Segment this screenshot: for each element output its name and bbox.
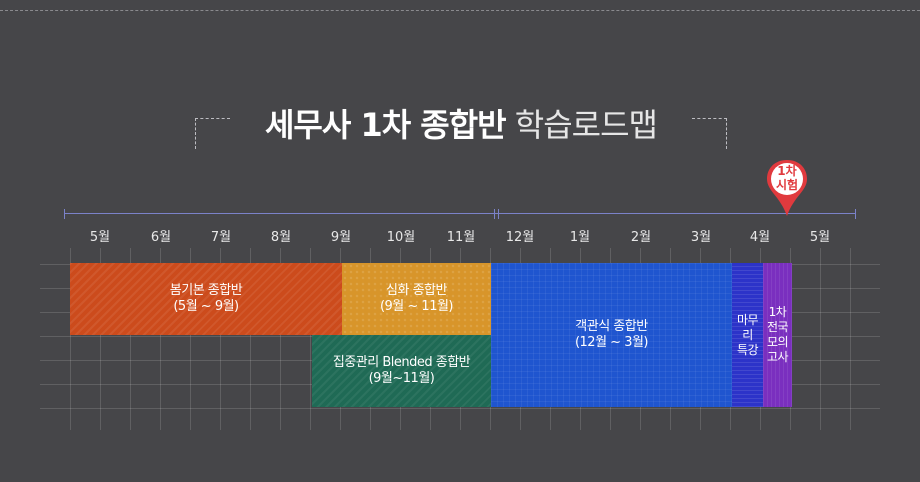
grid-line xyxy=(40,408,880,409)
course-mock-exam: 1차 전국 모의 고사 xyxy=(763,263,792,407)
month-label: 5월 xyxy=(809,230,831,245)
month-label: 1월 xyxy=(569,230,591,245)
course-objective-label: 객관식 종합반 (12월 ~ 3월) xyxy=(574,319,649,350)
title-light: 학습로드맵 xyxy=(514,106,658,144)
page-title: 세무사 1차 종합반 학습로드맵 xyxy=(195,100,727,146)
title-bracket-right xyxy=(692,118,727,149)
timeline-cap-end xyxy=(855,209,856,219)
course-basic-label: 봄기본 종합반 (5월 ~ 9월) xyxy=(169,283,243,314)
grid-line xyxy=(160,248,161,430)
month-label: 7월 xyxy=(210,230,232,245)
course-advanced-label: 심화 종합반 (9월 ~ 11월) xyxy=(379,283,454,314)
timeline-cap-mid2 xyxy=(498,209,499,219)
month-label: 8월 xyxy=(270,230,292,245)
month-label: 5월 xyxy=(89,230,111,245)
location-pin-icon xyxy=(767,160,807,216)
course-blended-label: 집중관리 Blended 종합반 (9월~11월) xyxy=(332,355,471,386)
month-label: 11월 xyxy=(446,230,476,245)
month-axis: 5월 6월 7월 8월 9월 10월 11월 12월 1월 2월 3월 4월 5… xyxy=(0,226,920,246)
month-label: 9월 xyxy=(330,230,352,245)
exam-marker-label: 1차 시험 xyxy=(775,164,799,192)
title-bracket-left xyxy=(195,118,230,149)
grid-line xyxy=(100,248,101,430)
timeline-line xyxy=(64,213,856,214)
timeline-bar xyxy=(64,209,856,219)
grid-line xyxy=(820,248,821,430)
month-label: 3월 xyxy=(690,230,712,245)
grid-line xyxy=(70,248,71,430)
month-label: 2월 xyxy=(630,230,652,245)
month-label: 6월 xyxy=(150,230,172,245)
course-mock-exam-label: 1차 전국 모의 고사 xyxy=(766,305,789,364)
grid-line xyxy=(220,248,221,430)
month-label: 4월 xyxy=(749,230,771,245)
course-blended: 집중관리 Blended 종합반 (9월~11월) xyxy=(312,335,491,407)
grid-line xyxy=(850,248,851,430)
top-dashed-divider xyxy=(0,10,920,11)
title-area: 세무사 1차 종합반 학습로드맵 xyxy=(195,96,727,154)
exam-marker: 1차 시험 xyxy=(764,158,810,220)
grid-line xyxy=(190,248,191,430)
grid-line xyxy=(250,248,251,430)
course-objective: 객관식 종합반 (12월 ~ 3월) xyxy=(491,263,732,407)
grid-line xyxy=(280,248,281,430)
course-final-label: 마무리 특강 xyxy=(736,312,759,357)
month-label: 10월 xyxy=(386,230,416,245)
timeline-cap-start xyxy=(64,209,65,219)
grid-line xyxy=(130,248,131,430)
title-bold: 세무사 1차 종합반 xyxy=(264,106,507,144)
timeline-cap-mid xyxy=(494,209,495,219)
month-label: 12월 xyxy=(505,230,535,245)
course-advanced: 심화 종합반 (9월 ~ 11월) xyxy=(342,263,491,335)
course-basic: 봄기본 종합반 (5월 ~ 9월) xyxy=(70,263,342,335)
course-final: 마무리 특강 xyxy=(732,263,763,407)
grid-line xyxy=(310,248,311,430)
